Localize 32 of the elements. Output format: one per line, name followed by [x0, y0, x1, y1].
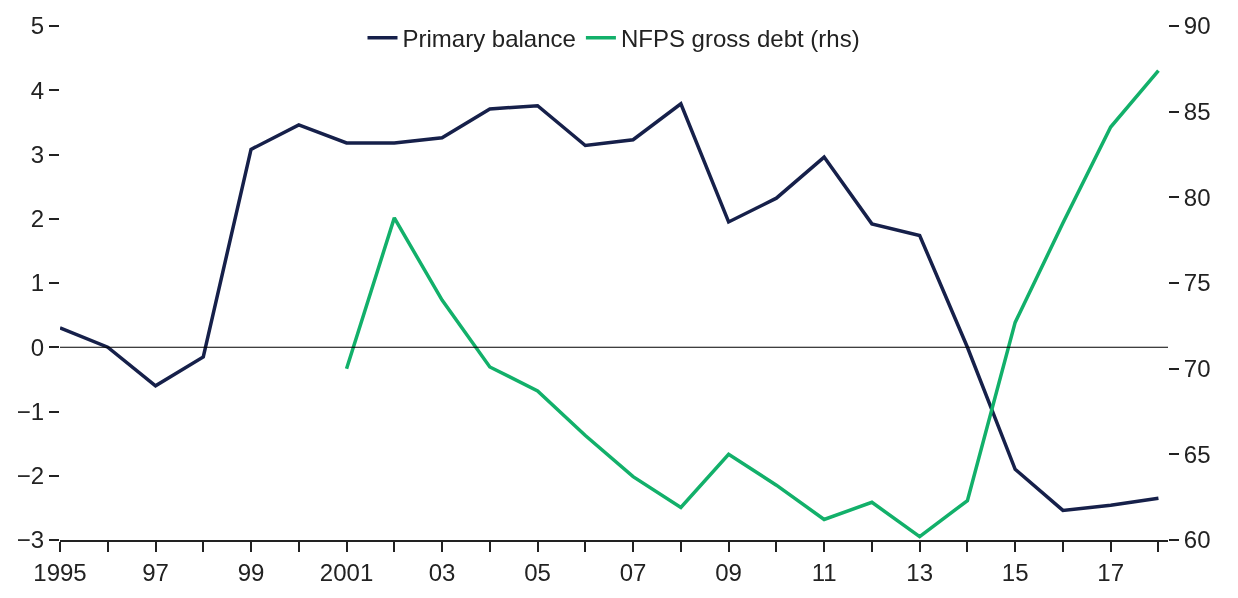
y-tick-label: −1 [16, 397, 45, 425]
y2-tick-label: 70 [1183, 355, 1211, 383]
line-series [60, 101, 1161, 513]
y-tick-label: 1 [30, 269, 45, 297]
y-tick-label: 0 [30, 333, 45, 361]
y2-tick-label: 75 [1183, 269, 1211, 297]
x-tick-label: 03 [428, 558, 456, 586]
x-tick-label: 11 [811, 558, 837, 586]
x-tick-label: 97 [142, 558, 169, 586]
y-tick-label: 3 [30, 140, 45, 168]
y-tick-label: −3 [16, 526, 45, 554]
line-series [344, 68, 1161, 539]
y-tick-label: 2 [30, 205, 45, 233]
x-tick-label: 09 [715, 558, 742, 586]
y2-tick-label: 60 [1183, 526, 1211, 554]
legend-label: NFPS gross debt (rhs) [620, 25, 860, 53]
x-tick-label: 99 [237, 558, 265, 586]
x-tick-label: 1995 [33, 558, 87, 586]
x-tick-label: 2001 [319, 558, 374, 586]
y2-tick-label: 65 [1183, 440, 1211, 468]
y-tick-label: −2 [16, 462, 45, 490]
x-tick-label: 07 [619, 558, 647, 586]
legend-label: Primary balance [402, 25, 576, 53]
x-tick-label: 13 [906, 558, 934, 586]
y2-tick-label: 80 [1183, 183, 1211, 211]
y-tick-label: 5 [30, 12, 45, 40]
x-tick-label: 05 [524, 558, 551, 586]
y-tick-label: 4 [30, 76, 45, 104]
x-tick-label: 17 [1097, 558, 1125, 586]
y2-tick-label: 85 [1183, 98, 1211, 126]
y2-tick-label: 90 [1183, 12, 1211, 40]
x-tick-label: 15 [1001, 558, 1029, 586]
